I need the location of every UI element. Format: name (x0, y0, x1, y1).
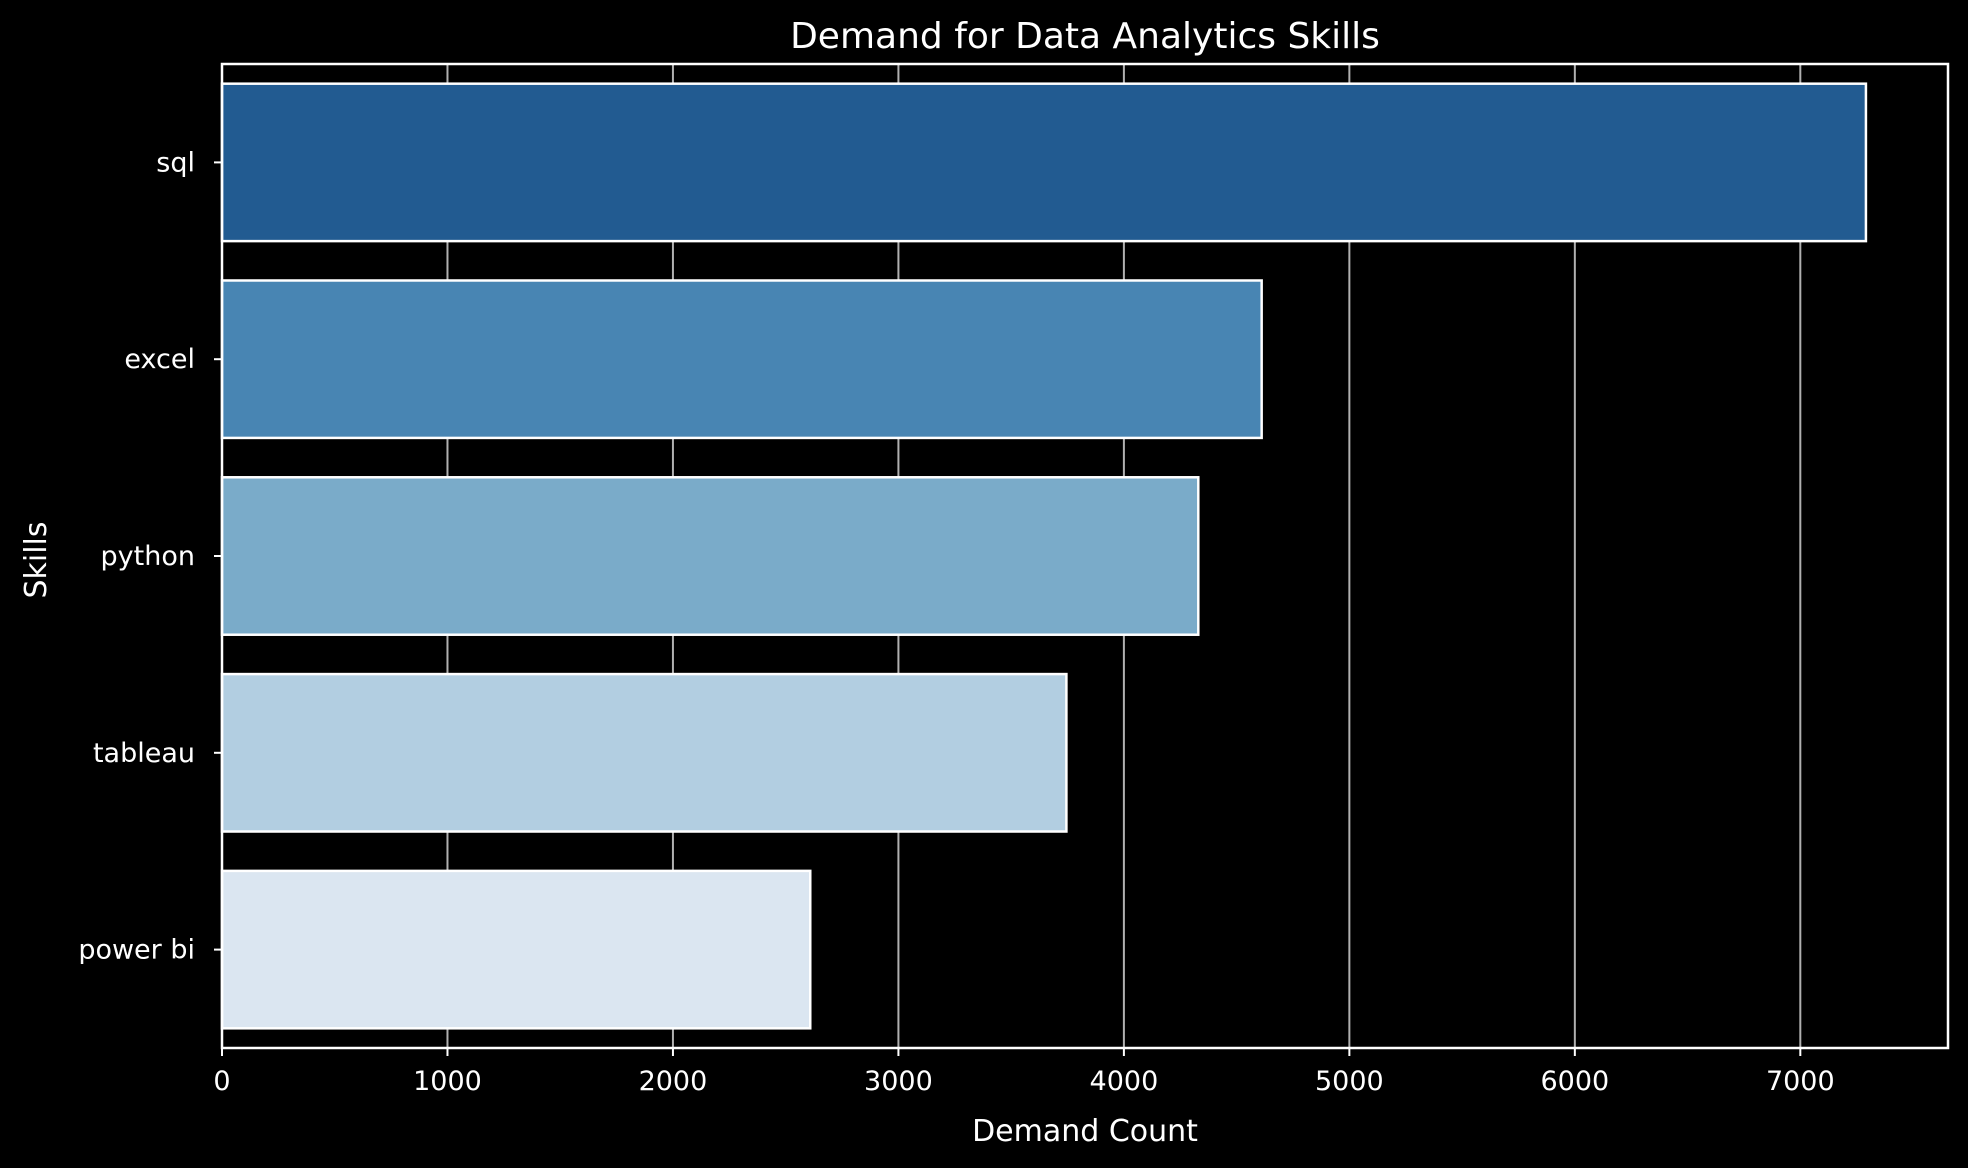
y-tick-label: python (101, 541, 195, 572)
y-tick-label: excel (124, 344, 195, 375)
x-tick-label: 5000 (1315, 1066, 1384, 1097)
bar-excel (220, 279, 1263, 440)
y-tick-label: sql (156, 147, 195, 178)
x-axis-ticks: 0 1000 2000 3000 4000 5000 6000 7000 (213, 1048, 1835, 1097)
x-tick-label: 4000 (1090, 1066, 1159, 1097)
y-axis-ticks: sql excel python tableau power bi (78, 147, 222, 966)
y-tick-label: tableau (93, 738, 195, 769)
bar-tableau (220, 672, 1068, 833)
x-tick-label: 0 (213, 1066, 230, 1097)
y-tick-label: power bi (78, 935, 195, 966)
chart-title: Demand for Data Analytics Skills (790, 16, 1380, 57)
bar-python (220, 476, 1200, 636)
x-tick-label: 7000 (1766, 1066, 1835, 1097)
y-axis-label: Skills (19, 521, 54, 598)
bar-sql (220, 82, 1868, 243)
x-tick-label: 6000 (1540, 1066, 1609, 1097)
bar-power-bi (220, 869, 812, 1030)
x-tick-label: 2000 (639, 1066, 708, 1097)
x-axis-label: Demand Count (972, 1114, 1198, 1149)
x-tick-label: 1000 (413, 1066, 482, 1097)
x-tick-label: 3000 (864, 1066, 933, 1097)
